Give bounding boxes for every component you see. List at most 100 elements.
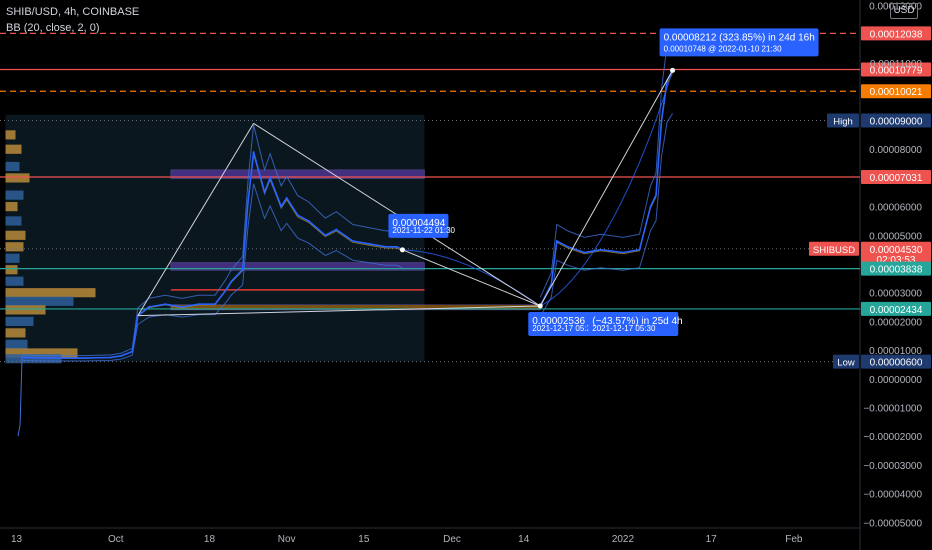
price-tag-label: 0.00012038 [870, 29, 923, 40]
price-tag-label: 0.00002434 [870, 305, 923, 316]
volume-profile-bar [5, 265, 18, 275]
symbol-title: SHIB/USD, 4h, COINBASE [6, 6, 140, 18]
price-point [247, 199, 249, 202]
y-tick-label: 0.00008000 [869, 145, 922, 156]
volume-profile-bar [5, 305, 46, 315]
price-point [296, 214, 299, 217]
level-tag-label: SHIBUSD [813, 245, 855, 256]
price-series-line [22, 151, 403, 359]
x-tick-label: Oct [108, 534, 124, 545]
price-point [258, 171, 261, 174]
price-point [307, 220, 310, 222]
volume-profile-area [5, 114, 425, 362]
bollinger-upper-band [22, 124, 403, 357]
volume-profile-bar [5, 230, 26, 240]
measure-line [402, 249, 541, 307]
price-point [131, 350, 134, 353]
measure-line [539, 70, 674, 307]
price-tag-label: 0.00007031 [870, 173, 923, 184]
price-point [335, 228, 338, 231]
price-point [324, 234, 327, 237]
price-point [622, 251, 624, 254]
x-tick-label: 17 [706, 534, 718, 545]
y-tick-label: −0.00001000 [863, 403, 922, 414]
price-tag [861, 113, 931, 128]
price-tag [861, 354, 931, 369]
annotation-subtitle: 2021-11-22 01:30 [392, 226, 455, 235]
volume-profile-bar [5, 144, 22, 154]
annotation-tooltip [528, 312, 591, 337]
price-point [396, 245, 398, 248]
anchor-point [670, 67, 676, 73]
price-point [599, 248, 602, 251]
y-tick-label: 0.00013000 [869, 2, 922, 13]
y-tick-label: −0.00003000 [863, 461, 922, 472]
price-point [181, 306, 183, 308]
annotation-tooltip [588, 312, 679, 337]
volume-profile-bar [5, 173, 30, 183]
price-point [655, 194, 657, 197]
price-tag-label: 0.00004530 [870, 245, 923, 256]
x-tick-label: 2022 [612, 534, 635, 545]
price-point [241, 268, 244, 271]
x-tick-label: 18 [204, 534, 216, 545]
volume-profile-bar [5, 328, 26, 338]
price-point [32, 356, 34, 359]
price-tag [861, 241, 931, 266]
price-point [638, 248, 641, 251]
price-point [583, 251, 586, 254]
volume-profile-bar [5, 276, 24, 286]
volume-profile-bar [5, 190, 24, 200]
annotation-subtitle: 0.00010748 @ 2022-01-10 21:30 [664, 44, 783, 53]
price-point [21, 356, 23, 359]
currency-button[interactable]: USD [890, 3, 918, 19]
annotation-title: 0.00004494 [392, 218, 445, 229]
volume-profile-bar [5, 202, 18, 212]
projection-curve [540, 70, 674, 307]
volume-profile-bar [5, 316, 34, 326]
price-point [263, 191, 266, 194]
volume-profile-bar [5, 296, 74, 306]
annotation-subtitle: 2021-12-17 05:30 [532, 324, 596, 333]
price-point [147, 306, 150, 308]
x-tick-label: Feb [785, 534, 803, 545]
price-tag [861, 170, 931, 185]
y-tick-label: 0.00000000 [869, 375, 922, 386]
y-tick-label: 0.00005000 [869, 231, 922, 242]
price-point [285, 197, 288, 199]
volume-profile-bar [5, 130, 16, 140]
resistance-zone [170, 169, 425, 179]
price-point [649, 205, 652, 208]
y-tick-label: −0.00005000 [863, 518, 922, 529]
level-tag [833, 354, 859, 369]
volume-profile-bar [5, 253, 20, 263]
price-point [230, 280, 233, 283]
price-point [81, 357, 84, 360]
volume-profile-bar [5, 348, 78, 358]
volume-profile-bar [5, 354, 62, 364]
price-tag [861, 62, 931, 77]
price-point [566, 245, 569, 248]
annotation-tooltip [659, 28, 819, 57]
x-tick-label: 13 [11, 534, 23, 545]
y-tick-label: 0.00006000 [869, 203, 922, 214]
early-band-wick [17, 357, 23, 437]
price-point [109, 356, 112, 359]
anchor-point [537, 303, 543, 309]
annotation-title: 0.00008212 (323.85%) in 24d 16h [664, 32, 815, 43]
price-tag-label: 0.00009000 [870, 117, 923, 128]
anchor-point [399, 247, 405, 253]
support-zone [170, 262, 425, 271]
y-tick-label: 0.00001000 [869, 346, 922, 357]
price-point [660, 119, 663, 122]
y-tick-label: −0.00004000 [863, 490, 922, 501]
price-point [280, 205, 283, 208]
price-tag [861, 84, 931, 99]
volume-profile-bar [5, 216, 22, 226]
y-tick-label: 0.00002000 [869, 317, 922, 328]
price-point [120, 354, 123, 357]
level-tag-label: Low [837, 358, 855, 369]
indicator-label: BB (20, close, 2, 0) [6, 22, 100, 34]
price-point [269, 177, 272, 179]
